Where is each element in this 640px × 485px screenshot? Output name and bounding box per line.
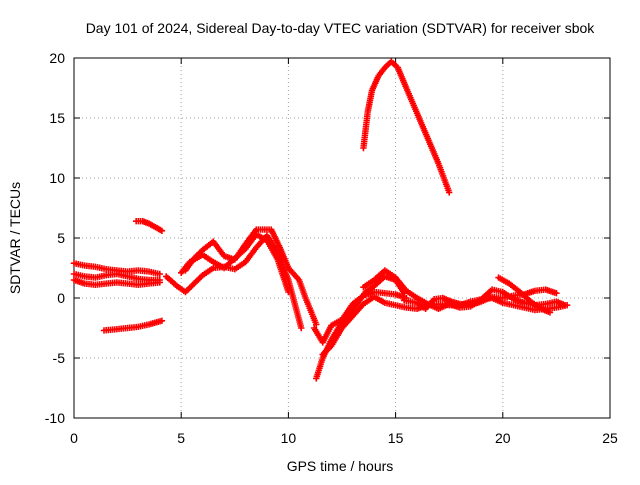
- data-point-marker: [285, 288, 292, 296]
- data-point-marker: [446, 189, 453, 196]
- data-point-marker: [158, 227, 166, 234]
- series-arc-5: [132, 218, 166, 234]
- x-tick-label: 25: [602, 430, 618, 446]
- data-point-marker: [546, 309, 554, 316]
- x-tick-label: 5: [177, 430, 185, 446]
- data-point-marker: [158, 317, 166, 324]
- x-tick-label: 20: [495, 430, 511, 446]
- series-arc-15: [360, 58, 453, 196]
- series-arc-12: [360, 267, 569, 312]
- y-tick-label: 15: [49, 110, 65, 126]
- series-arc-8: [182, 226, 320, 328]
- data-point-marker: [156, 270, 163, 278]
- axis-ticks: 0 5 10 15 20 25 -10 -5 0 5 10 15 20: [45, 50, 618, 446]
- y-tick-label: -5: [53, 350, 66, 366]
- data-point-marker: [156, 279, 163, 286]
- series-arc-13: [400, 286, 560, 312]
- series-arc-3: [70, 276, 163, 288]
- grid-lines: [74, 58, 610, 418]
- y-tick-label: -10: [45, 410, 65, 426]
- series-arc-14: [495, 274, 554, 316]
- chart-title: Day 101 of 2024, Sidereal Day-to-day VTE…: [86, 20, 596, 36]
- x-tick-label: 15: [388, 430, 404, 446]
- data-point-marker: [561, 302, 569, 309]
- x-tick-label: 10: [281, 430, 297, 446]
- series-arc-1: [70, 260, 163, 278]
- data-point-marker: [553, 290, 560, 297]
- y-tick-label: 0: [57, 290, 65, 306]
- y-tick-label: 5: [57, 230, 65, 246]
- series-arc-2: [70, 270, 163, 284]
- data-point-marker: [313, 321, 320, 328]
- y-axis-label: SDTVAR / TECUs: [7, 182, 23, 294]
- data-points: [70, 58, 571, 382]
- x-tick-label: 0: [70, 430, 78, 446]
- data-point-marker: [298, 324, 305, 332]
- series-arc-4: [100, 317, 166, 334]
- y-tick-label: 20: [49, 50, 65, 66]
- y-tick-label: 10: [49, 170, 65, 186]
- x-axis-label: GPS time / hours: [287, 458, 394, 474]
